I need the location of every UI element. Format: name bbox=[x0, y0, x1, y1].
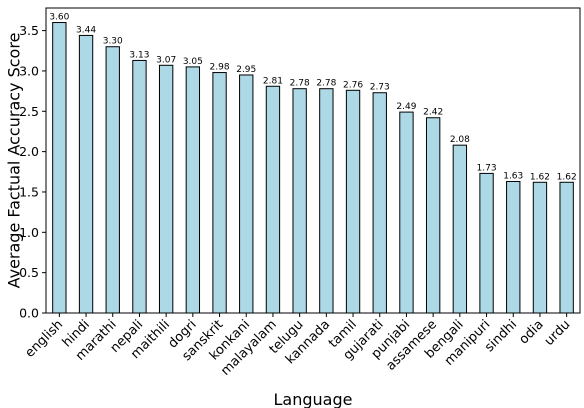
bar-value-label: 2.42 bbox=[423, 108, 443, 118]
bar-value-label: 3.44 bbox=[76, 25, 96, 35]
bar-value-label: 2.78 bbox=[316, 79, 336, 89]
bar-manipuri bbox=[479, 172, 494, 314]
bar-gujarati bbox=[372, 92, 387, 314]
bar-value-label: 3.60 bbox=[49, 13, 69, 23]
bar-dogri bbox=[185, 66, 201, 314]
bar-sindhi bbox=[506, 180, 521, 314]
bar-value-label: 2.76 bbox=[343, 80, 363, 90]
bar-value-label: 1.73 bbox=[477, 163, 497, 173]
bar-odia bbox=[532, 181, 548, 314]
y-axis-title: Average Factual Accuracy Score bbox=[5, 33, 24, 289]
plot-area-frame bbox=[45, 7, 581, 314]
bar-value-label: 2.95 bbox=[236, 65, 256, 75]
bar-marathi bbox=[105, 46, 120, 314]
y-tick-label: 2.0 bbox=[19, 144, 39, 159]
bar-value-label: 2.49 bbox=[396, 102, 416, 112]
bar-assamese bbox=[425, 117, 441, 314]
bar-value-label: 3.13 bbox=[129, 50, 149, 60]
bar-value-label: 3.05 bbox=[183, 57, 203, 67]
y-tick-label: 1.0 bbox=[19, 225, 39, 240]
x-axis: englishhindimarathinepalimaithilidogrisa… bbox=[23, 313, 574, 379]
bar-value-label: 1.62 bbox=[530, 172, 550, 182]
bar-punjabi bbox=[399, 111, 414, 314]
bar-value-label: 3.30 bbox=[103, 37, 123, 47]
bar-tamil bbox=[345, 89, 361, 314]
bar-hindi bbox=[78, 34, 94, 314]
bar-value-label: 2.81 bbox=[263, 76, 283, 86]
bar-value-label: 2.98 bbox=[210, 63, 230, 73]
bar-malayalam bbox=[265, 85, 281, 314]
bar-value-label: 1.62 bbox=[557, 172, 577, 182]
y-tick-label: 2.5 bbox=[19, 104, 39, 119]
x-tick-label: urdu bbox=[542, 317, 574, 349]
y-tick-label: 0.0 bbox=[19, 306, 39, 321]
bar-kannada bbox=[319, 88, 334, 314]
bar-value-labels: 3.60 3.44 3.30 3.13 3.07 3.05 2.98 2.95 2.81 2.78… bbox=[49, 13, 576, 183]
bar-english bbox=[52, 22, 67, 314]
bars-group bbox=[52, 22, 574, 314]
y-axis: 0.0 0.5 1.0 1.5 2.0 2.5 3.0 3.5 bbox=[19, 23, 46, 321]
y-tick-label: 3.0 bbox=[19, 63, 39, 78]
y-tick-label: 3.5 bbox=[19, 23, 39, 38]
bar-value-label: 3.07 bbox=[156, 55, 176, 65]
bar-value-label: 2.73 bbox=[370, 83, 390, 93]
x-axis-title: Language bbox=[274, 390, 353, 408]
x-tick-label: odia bbox=[517, 317, 547, 347]
bar-value-label: 2.08 bbox=[450, 135, 470, 145]
bar-telugu bbox=[292, 88, 307, 314]
bar-bengali bbox=[452, 144, 468, 314]
bar-maithili bbox=[158, 64, 174, 314]
bar-nepali bbox=[132, 59, 147, 314]
y-tick-label: 1.5 bbox=[19, 184, 39, 199]
bar-sanskrit bbox=[212, 72, 227, 314]
y-tick-label: 0.5 bbox=[19, 265, 39, 280]
bar-urdu bbox=[559, 181, 574, 314]
bar-value-label: 1.63 bbox=[503, 171, 523, 181]
bar-konkani bbox=[239, 74, 254, 314]
bar-value-label: 2.78 bbox=[290, 79, 310, 89]
